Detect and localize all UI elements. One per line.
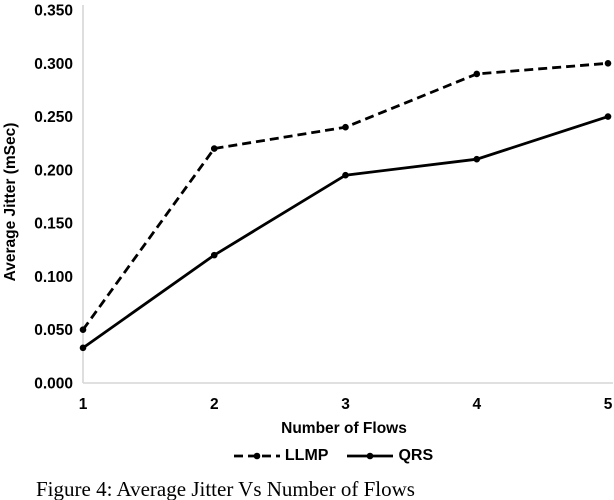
data-point-llmp: [342, 123, 349, 131]
legend-label-qrs: QRS: [398, 447, 434, 464]
data-point-qrs: [210, 251, 218, 259]
plot-area: 0.000 0.050 0.100 0.150 0.200 0.250 0.300 0.350…: [34, 3, 613, 413]
y-tick-label: 0.300: [34, 56, 73, 73]
data-point-llmp: [604, 59, 612, 67]
data-point-qrs: [604, 113, 612, 120]
y-tick-label: 0.100: [34, 269, 73, 286]
series-line-qrs: [82, 115, 609, 349]
data-point-qrs: [473, 155, 481, 163]
y-tick-label: 0.150: [34, 216, 73, 233]
x-tick-label: 2: [210, 396, 219, 413]
x-tick-label: 3: [341, 396, 350, 413]
figure-caption: Figure 4: Average Jitter Vs Number of Fl…: [36, 477, 415, 500]
y-tick-label: 0.250: [34, 109, 73, 126]
x-tick-label: 1: [79, 396, 88, 413]
y-tick-label: 0.000: [34, 376, 73, 393]
data-point-llmp: [79, 326, 87, 334]
x-axis-title: Number of Flows: [281, 420, 407, 437]
y-tick-label: 0.200: [34, 162, 73, 179]
jitter-line-chart: Average Jitter (mSec) Number of Flows 0.…: [2, 3, 613, 437]
data-point-qrs: [79, 344, 87, 352]
data-point-qrs: [342, 171, 349, 179]
x-tick-label: 5: [604, 396, 613, 413]
qrs-solid-line-sample: [347, 452, 394, 460]
chart-legend: LLMP QRS: [0, 448, 614, 464]
llmp-dashed-line-sample: [233, 452, 280, 460]
data-point-llmp: [210, 145, 218, 152]
legend-item-llmp: LLMP: [233, 447, 329, 464]
data-point-llmp: [473, 70, 481, 78]
series-line-llmp: [81, 61, 609, 331]
y-tick-label: 0.350: [34, 3, 73, 20]
y-tick-label: 0.050: [34, 322, 73, 339]
y-axis-title: Average Jitter (mSec): [2, 123, 19, 282]
x-tick-label: 4: [472, 396, 481, 413]
legend-item-qrs: QRS: [346, 448, 433, 464]
legend-label-llmp: LLMP: [284, 447, 329, 464]
